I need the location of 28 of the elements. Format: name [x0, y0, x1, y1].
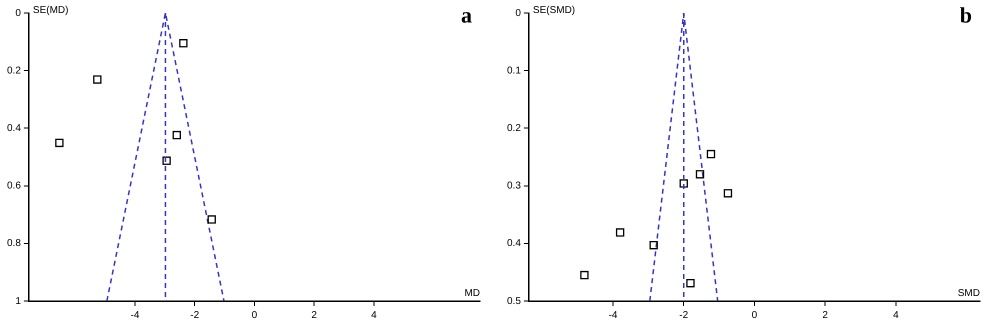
y-axis-title: SE(MD): [32, 4, 68, 16]
y-tick-label: 0.8: [6, 238, 22, 250]
y-axis-title: SE(SMD): [532, 4, 576, 16]
y-tick-label: 0.6: [6, 180, 22, 192]
x-tick-label: 4: [371, 310, 378, 321]
x-tick-label: 4: [893, 310, 900, 321]
x-tick-label: 2: [311, 310, 318, 321]
x-tick-label: 0: [252, 310, 258, 321]
x-axis-title: MD: [464, 288, 480, 299]
x-tick-label: -4: [608, 310, 618, 321]
x-tick-label: -2: [190, 310, 200, 321]
x-tick-label: 2: [822, 310, 828, 321]
x-tick-label: 0: [752, 310, 758, 321]
y-tick-label: 1: [15, 296, 22, 307]
chart-title: b: [960, 2, 972, 28]
y-tick-label: 0.2: [6, 65, 22, 76]
x-tick-label: -4: [130, 310, 140, 321]
y-tick-label: 0.4: [6, 122, 22, 134]
y-tick-label: 0.1: [506, 65, 522, 76]
y-tick-label: 0.2: [506, 122, 522, 134]
y-tick-label: 0.4: [506, 238, 522, 250]
y-tick-label: 0: [15, 8, 22, 19]
y-tick-label: 0.3: [506, 180, 522, 192]
x-tick-label: -2: [679, 310, 689, 321]
y-tick-label: 0.5: [506, 296, 522, 307]
y-tick-label: 0: [515, 8, 522, 19]
x-axis-title: SMD: [958, 288, 980, 299]
chart-title: a: [461, 2, 472, 28]
